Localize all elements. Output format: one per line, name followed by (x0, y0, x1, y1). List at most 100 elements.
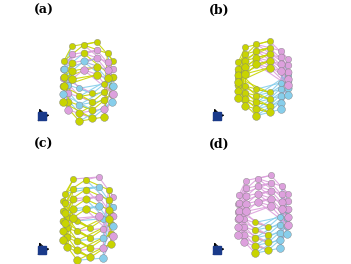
Point (74, 238, 80, 243)
Point (94, 65, 100, 69)
Point (242, 52, 248, 56)
Point (267, 39, 272, 43)
Point (277, 215, 283, 219)
Point (110, 92, 116, 96)
Point (285, 83, 290, 87)
Point (285, 86, 290, 90)
Point (265, 225, 271, 229)
Point (109, 100, 115, 105)
Point (60, 67, 66, 72)
Point (253, 94, 259, 98)
Point (243, 186, 249, 190)
Point (62, 191, 68, 196)
Point (255, 184, 260, 188)
Point (267, 65, 272, 70)
Point (83, 178, 88, 182)
Point (74, 229, 80, 233)
Point (61, 59, 67, 63)
Point (74, 258, 80, 262)
Point (64, 235, 70, 239)
Point (60, 199, 65, 203)
Point (90, 91, 95, 96)
Point (285, 223, 291, 227)
Bar (38, 112, 46, 120)
Point (101, 90, 107, 94)
Point (235, 210, 241, 214)
Point (253, 114, 259, 118)
Point (110, 59, 116, 63)
Point (265, 233, 271, 237)
Point (71, 187, 76, 191)
Point (236, 60, 241, 64)
Point (87, 246, 93, 250)
Point (268, 196, 274, 201)
Point (243, 201, 249, 206)
Point (77, 86, 82, 90)
Point (253, 87, 259, 91)
Point (106, 198, 112, 202)
Point (96, 204, 101, 209)
Point (105, 76, 110, 80)
Point (278, 94, 284, 98)
Point (284, 224, 290, 228)
Point (101, 82, 107, 86)
Point (109, 92, 115, 96)
Point (268, 189, 274, 193)
Point (285, 215, 291, 219)
Point (108, 242, 114, 246)
Point (101, 107, 107, 111)
Point (241, 217, 247, 221)
Point (235, 202, 241, 206)
Point (106, 217, 112, 221)
Point (87, 236, 93, 240)
Point (61, 67, 67, 71)
Point (108, 222, 114, 226)
Point (242, 84, 248, 88)
Point (285, 207, 291, 211)
Point (90, 100, 95, 104)
Point (105, 51, 110, 55)
Point (111, 205, 116, 209)
Bar (213, 112, 221, 120)
Point (77, 111, 82, 115)
Point (60, 76, 66, 80)
Point (242, 65, 248, 69)
Point (66, 108, 71, 112)
Bar (213, 246, 221, 254)
Point (242, 72, 248, 76)
Point (81, 68, 86, 72)
Point (267, 52, 272, 56)
Point (83, 207, 88, 211)
Point (267, 59, 272, 63)
Point (278, 101, 284, 105)
Point (77, 103, 82, 107)
Point (285, 63, 290, 67)
Point (242, 59, 248, 63)
Point (106, 208, 112, 212)
Point (279, 200, 285, 204)
Point (278, 69, 284, 73)
Point (242, 91, 248, 95)
Point (235, 233, 241, 237)
Point (62, 211, 68, 215)
Point (66, 100, 71, 104)
Point (74, 248, 80, 252)
Point (81, 59, 86, 64)
Point (265, 248, 271, 252)
Point (243, 209, 249, 214)
Point (236, 193, 241, 197)
Point (100, 246, 105, 250)
Point (243, 178, 249, 183)
Point (69, 52, 74, 56)
Point (71, 216, 76, 220)
Point (242, 104, 248, 108)
Point (285, 76, 290, 81)
Point (100, 256, 105, 260)
Point (111, 214, 116, 219)
Point (110, 67, 116, 71)
Point (62, 221, 68, 225)
Point (253, 107, 259, 111)
Point (83, 187, 88, 192)
Point (267, 104, 272, 108)
Point (96, 214, 101, 218)
